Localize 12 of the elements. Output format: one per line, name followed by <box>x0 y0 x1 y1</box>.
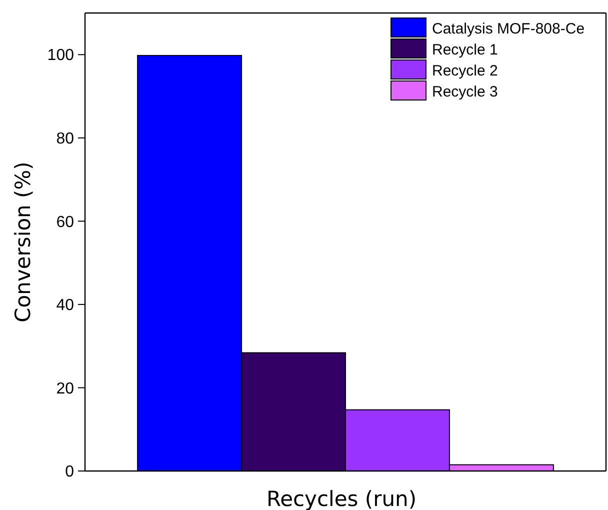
y-tick-label: 80 <box>56 130 74 148</box>
legend-label: Recycle 3 <box>432 83 498 100</box>
legend-label: Catalysis MOF-808-Ce <box>432 20 585 38</box>
y-tick-label: 20 <box>56 380 74 398</box>
x-axis-title: Recycles (run) <box>266 487 417 510</box>
y-tick-label: 40 <box>56 297 74 314</box>
y-tick-label: 0 <box>65 464 74 481</box>
y-tick-label: 100 <box>47 47 74 64</box>
y-tick-label: 60 <box>56 214 74 231</box>
legend-label: Recycle 1 <box>432 41 498 58</box>
legend-label: Recycle 2 <box>432 62 498 80</box>
y-axis-title: Conversion (%) <box>11 162 35 322</box>
